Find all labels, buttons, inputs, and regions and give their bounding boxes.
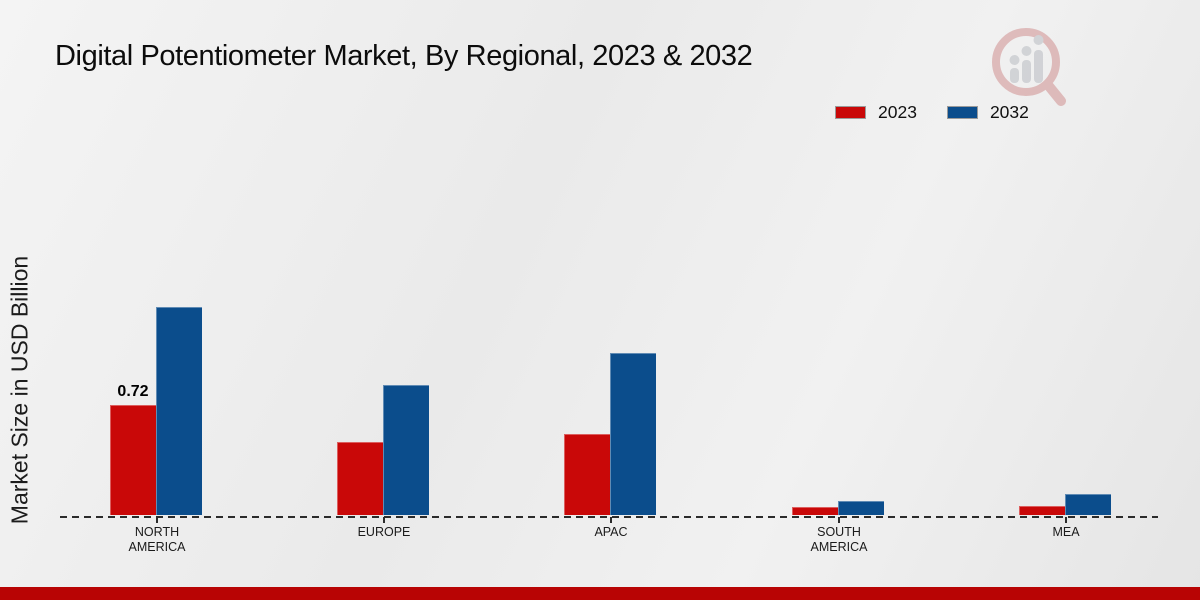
legend: 2023 2032 — [835, 102, 1029, 123]
x-axis-dashed-baseline — [60, 516, 1158, 518]
bar-2032-apac — [610, 353, 656, 515]
magnifier-bar-chart-icon — [992, 28, 1066, 106]
bar-value-label: 0.72 — [117, 383, 149, 400]
bar-2023-apac — [564, 434, 610, 515]
x-axis-tick — [610, 517, 612, 523]
x-axis-label-apac: APAC — [594, 525, 628, 539]
bar-2023-europe — [337, 442, 383, 515]
x-axis-label-europe: EUROPE — [357, 525, 411, 539]
x-axis-tick — [383, 517, 385, 523]
x-axis-label-north-america: NORTH AMERICA — [128, 525, 186, 554]
legend-swatch-2023 — [835, 106, 866, 119]
x-axis-tick — [1065, 517, 1067, 523]
bar-2023-mea — [1019, 506, 1065, 515]
chart-title: Digital Potentiometer Market, By Regiona… — [55, 40, 753, 72]
bar-2023-south-america — [792, 507, 838, 515]
x-axis-tick — [838, 517, 840, 523]
legend-swatch-2032 — [946, 106, 978, 119]
x-axis-tick — [156, 517, 158, 523]
footer-accent-bar — [0, 587, 1200, 600]
bar-2032-mea — [1065, 494, 1111, 515]
legend-item-2032: 2032 — [946, 102, 1029, 123]
x-axis-label-south-america: SOUTH AMERICA — [810, 525, 868, 554]
bar-2023-north-america — [110, 405, 156, 515]
bar-2032-europe — [383, 385, 429, 515]
legend-label: 2032 — [989, 102, 1029, 122]
bar-2032-south-america — [838, 501, 884, 515]
bar-2032-north-america — [156, 307, 202, 515]
x-axis-label-mea: MEA — [1052, 525, 1080, 539]
legend-item-2023: 2023 — [835, 102, 917, 123]
legend-label: 2023 — [878, 102, 917, 122]
